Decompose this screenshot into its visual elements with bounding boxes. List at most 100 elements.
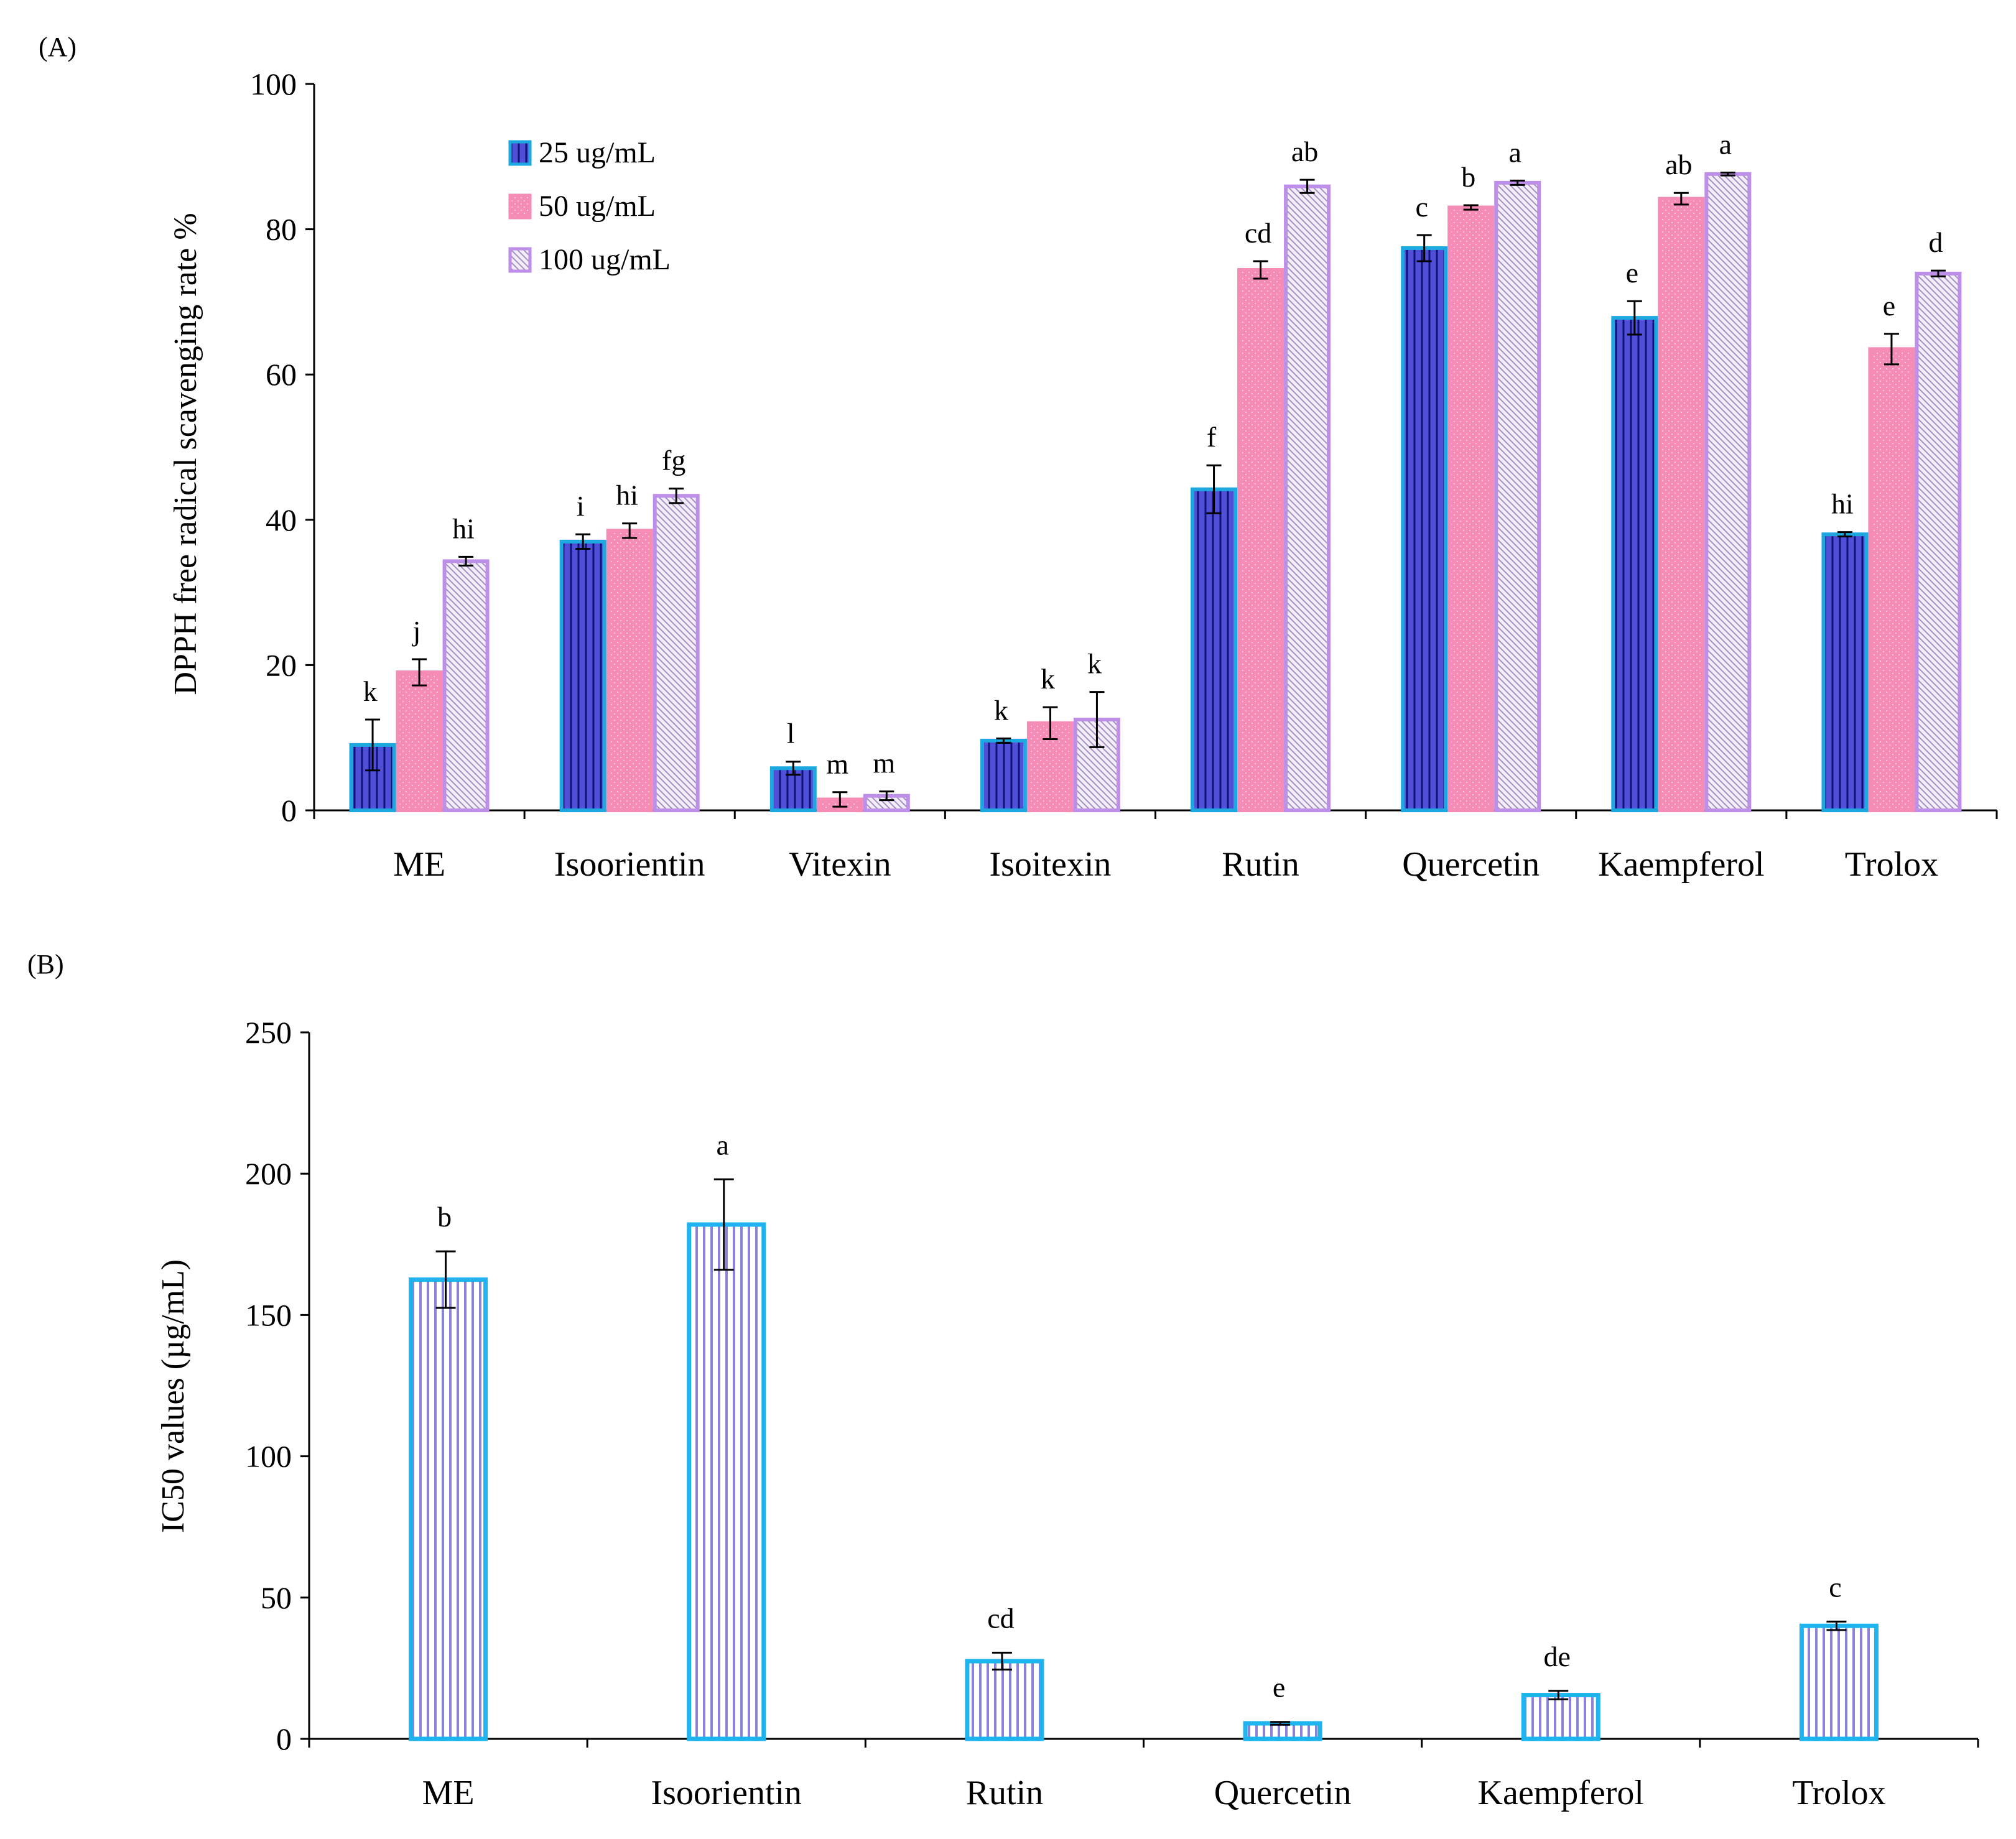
y-tick-label: 40 xyxy=(266,503,297,537)
significance-letter: j xyxy=(412,615,421,647)
significance-letter: fg xyxy=(662,445,685,476)
bar xyxy=(1447,205,1495,812)
significance-letter: m xyxy=(873,748,895,779)
y-tick-label: 0 xyxy=(276,1721,292,1756)
panel-b-y-axis-label: IC50 values (µg/mL) xyxy=(156,1259,191,1533)
panel-a-legend: 25 ug/mL 50 ug/mL 100 ug/mL xyxy=(508,136,671,276)
significance-letter: a xyxy=(1719,128,1732,160)
bar xyxy=(1521,1693,1600,1741)
panel-b-bars: b a cd e de c xyxy=(409,1129,1879,1741)
bar xyxy=(1821,532,1869,812)
legend-swatch xyxy=(508,140,532,166)
y-tick-label: 100 xyxy=(250,67,297,101)
y-tick-label: 80 xyxy=(266,212,297,247)
significance-letter: k xyxy=(994,694,1008,726)
legend-swatch xyxy=(508,193,532,220)
significance-letter: k xyxy=(363,675,378,707)
significance-letter: de xyxy=(1544,1641,1571,1672)
category-label: Quercetin xyxy=(1402,845,1540,884)
category-label: Kaempferol xyxy=(1478,1774,1644,1812)
bar xyxy=(1704,172,1752,813)
significance-letter: hi xyxy=(452,512,475,544)
significance-letter: k xyxy=(1087,648,1102,680)
significance-letter: m xyxy=(826,748,848,780)
significance-letter: l xyxy=(787,718,795,749)
category-label: Isoorientin xyxy=(554,845,705,884)
bar xyxy=(687,1222,766,1741)
significance-letter: e xyxy=(1883,290,1895,322)
panel-a-tick-labels: 0 20 40 60 80 100 xyxy=(250,67,297,828)
category-label: Vitexin xyxy=(789,845,891,884)
panel-b-label: (B) xyxy=(27,949,64,980)
y-tick-label: 200 xyxy=(245,1156,292,1191)
category-label: Isoitexin xyxy=(989,845,1111,884)
y-tick-label: 60 xyxy=(266,357,297,392)
panel-b-axes xyxy=(300,1031,1979,1748)
bar xyxy=(396,670,443,812)
bar xyxy=(1284,184,1331,812)
significance-letter: e xyxy=(1273,1672,1285,1703)
category-label: Rutin xyxy=(1222,845,1299,884)
bar xyxy=(965,1659,1044,1741)
bar xyxy=(1799,1623,1879,1741)
bar xyxy=(1237,268,1284,812)
category-label: Kaempferol xyxy=(1598,845,1764,884)
category-label: Isoorientin xyxy=(651,1774,802,1812)
y-tick-label: 20 xyxy=(266,647,297,682)
significance-letter: f xyxy=(1207,421,1217,453)
significance-letter: cd xyxy=(1245,217,1271,249)
panel-a-y-axis-label: DPPH free radical scavenging rate % xyxy=(168,213,203,695)
significance-letter: a xyxy=(1508,136,1521,168)
y-tick-label: 100 xyxy=(245,1439,292,1474)
bar xyxy=(653,494,700,812)
category-label: Rutin xyxy=(966,1774,1043,1812)
bar xyxy=(409,1277,488,1741)
panel-b: (B) IC50 values (µg/mL) 050100150200250 … xyxy=(27,949,1979,1812)
significance-letter: a xyxy=(717,1129,729,1160)
significance-letter: b xyxy=(437,1201,452,1233)
category-label: ME xyxy=(393,845,445,884)
bar xyxy=(442,559,490,812)
legend-swatch xyxy=(508,247,532,273)
significance-letter: c xyxy=(1829,1571,1841,1603)
significance-letter: b xyxy=(1461,161,1475,193)
y-tick-label: 250 xyxy=(245,1015,292,1050)
bar xyxy=(1868,347,1915,812)
bar xyxy=(1915,271,1962,812)
bar xyxy=(1494,180,1541,812)
panel-a-label: (A) xyxy=(39,32,77,62)
bar xyxy=(606,529,653,812)
category-label: Trolox xyxy=(1792,1774,1885,1812)
significance-letter: c xyxy=(1415,191,1428,223)
bar xyxy=(1658,197,1705,812)
significance-letter: k xyxy=(1041,663,1055,695)
panel-b-tick-labels: 0 50 100 150 200 250 xyxy=(245,1015,292,1756)
y-tick-label: 50 xyxy=(261,1580,292,1615)
significance-letter: ab xyxy=(1291,136,1318,167)
significance-letter: e xyxy=(1626,257,1638,289)
legend-label: 25 ug/mL xyxy=(539,136,656,169)
y-tick-label: 150 xyxy=(245,1297,292,1332)
y-tick-label: 0 xyxy=(281,793,297,828)
category-label: ME xyxy=(422,1774,475,1812)
bar xyxy=(1191,487,1238,812)
bar xyxy=(1401,246,1448,812)
category-label: Quercetin xyxy=(1214,1774,1352,1812)
significance-letter: cd xyxy=(987,1602,1014,1634)
bar xyxy=(1243,1721,1322,1741)
bar xyxy=(1611,316,1658,812)
bar xyxy=(559,539,606,813)
significance-letter: ab xyxy=(1665,149,1692,180)
bar xyxy=(980,738,1027,812)
significance-letter: i xyxy=(577,490,585,522)
legend-label: 50 ug/mL xyxy=(539,190,656,223)
significance-letter: d xyxy=(1928,226,1943,258)
panel-a-category-labels: ME Isoorientin Vitexin Isoitexin Rutin Querce… xyxy=(393,845,1938,884)
category-label: Trolox xyxy=(1845,845,1938,884)
panel-a: (A) DPPH free radical scavenging rate % … xyxy=(39,32,1998,884)
legend-label: 100 ug/mL xyxy=(539,243,671,276)
significance-letter: hi xyxy=(616,479,638,511)
panel-b-category-labels: ME Isoorientin Rutin Quercetin Kaempferol Tro… xyxy=(422,1774,1886,1812)
